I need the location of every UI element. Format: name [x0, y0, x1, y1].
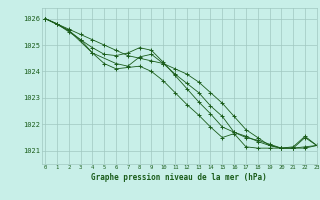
- X-axis label: Graphe pression niveau de la mer (hPa): Graphe pression niveau de la mer (hPa): [91, 173, 267, 182]
